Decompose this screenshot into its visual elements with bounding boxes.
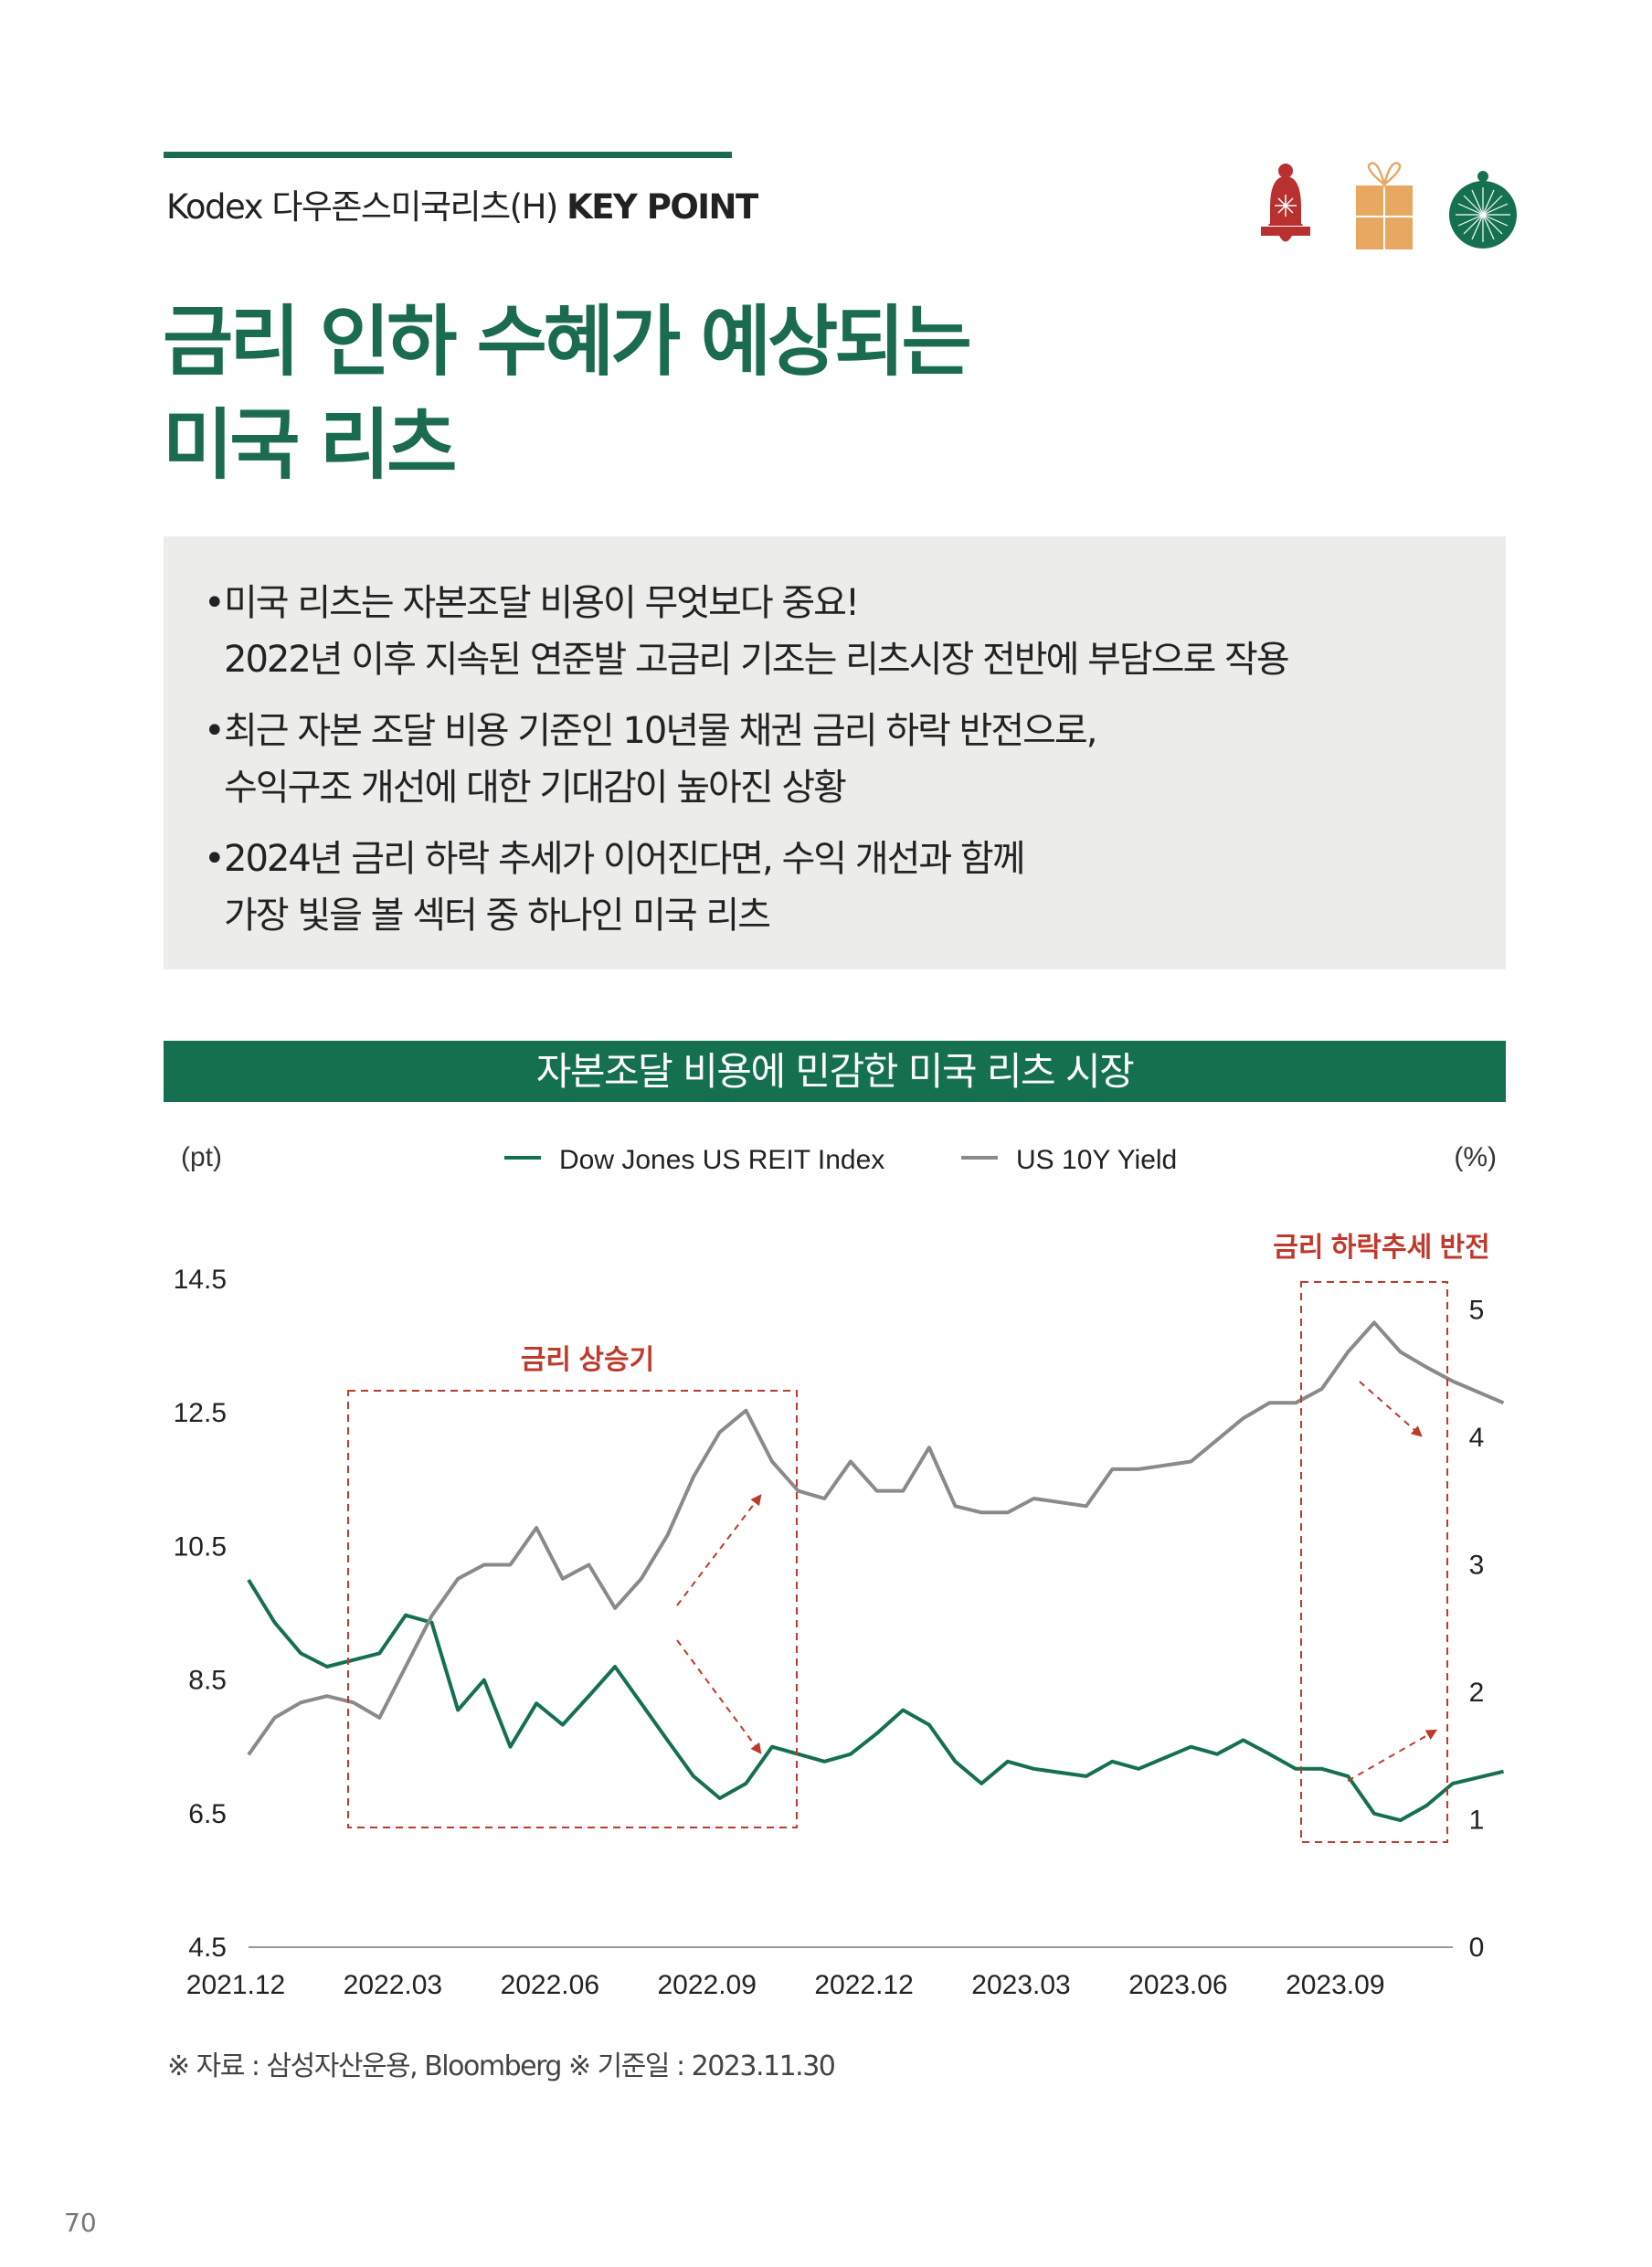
key-point-line: 2024년 금리 하락 추세가 이어진다면, 수익 개선과 함께 xyxy=(224,838,1026,880)
chart-title: 자본조달 비용에 민감한 미국 리츠 시장 xyxy=(164,1041,1506,1102)
yield-series-line xyxy=(247,1320,1505,1756)
y-tick-label: 4.5 xyxy=(188,1933,227,1963)
subtitle-key-point: KEY POINT xyxy=(567,187,758,227)
x-tick-label: 2021.12 xyxy=(186,1970,285,2000)
key-point-line: 가장 빛을 볼 섹터 중 하나인 미국 리츠 xyxy=(224,895,771,937)
key-point-item: • 미국 리츠는 자본조달 비용이 무엇보다 중요! 2022년 이후 지속된 연준… xyxy=(204,575,1506,688)
bullet-dot: • xyxy=(204,582,226,624)
key-point-line: 수익구조 개선에 대한 기대감이 높아진 상황 xyxy=(224,767,847,809)
y-tick-label: 10.5 xyxy=(174,1531,227,1562)
ornament-icon xyxy=(1449,171,1517,249)
y2-tick-label: 2 xyxy=(1469,1678,1485,1708)
bell-icon xyxy=(1261,164,1310,242)
y-tick-label: 14.5 xyxy=(174,1265,227,1295)
subtitle-prefix: Kodex 다우존스미국리츠(H) xyxy=(166,187,558,227)
y2-tick-label: 5 xyxy=(1469,1296,1485,1326)
section-subtitle: Kodex 다우존스미국리츠(H) KEY POINT xyxy=(166,179,758,228)
holiday-icons xyxy=(1261,162,1517,249)
key-point-line: 미국 리츠는 자본조달 비용이 무엇보다 중요! xyxy=(224,582,860,624)
x-tick-label: 2023.06 xyxy=(1128,1970,1227,2000)
left-axis-unit: (pt) xyxy=(181,1142,222,1172)
arrow-up-icon xyxy=(1347,1729,1438,1782)
y2-tick-label: 3 xyxy=(1469,1551,1485,1581)
y-tick-label: 8.5 xyxy=(188,1666,227,1696)
x-tick-label: 2022.12 xyxy=(814,1970,913,2000)
right-axis-unit: (%) xyxy=(1454,1142,1497,1172)
x-tick-label: 2022.03 xyxy=(344,1970,442,2000)
annotation-rate-rise: 금리 상승기 xyxy=(347,1345,798,1828)
x-tick-label: 2023.09 xyxy=(1286,1970,1384,2000)
annotation-box-reversal xyxy=(1300,1281,1448,1843)
x-tick-label: 2023.03 xyxy=(971,1970,1070,2000)
source-note: ※ 자료 : 삼성자산운용, Bloomberg ※ 기준일 : 2023.11… xyxy=(167,2050,836,2082)
legend-label-reit: Dow Jones US REIT Index xyxy=(559,1145,884,1175)
page-number: 70 xyxy=(64,2208,97,2238)
bullet-dot: • xyxy=(204,838,226,880)
arrow-up-icon xyxy=(676,1494,762,1606)
annotation-label-reversal: 금리 하락추세 반전 xyxy=(1273,1233,1489,1263)
x-tick-label: 2022.09 xyxy=(657,1970,756,2000)
page-title: 금리 인하 수혜가 예상되는 미국 리츠 xyxy=(163,291,972,497)
y2-tick-label: 0 xyxy=(1469,1933,1485,1963)
arrow-down-icon xyxy=(1359,1381,1423,1437)
bullet-dot: • xyxy=(204,710,226,752)
reit-series-line xyxy=(247,1578,1504,1823)
gift-icon xyxy=(1356,162,1413,249)
key-point-line: 최근 자본 조달 비용 기준인 10년물 채권 금리 하락 반전으로, xyxy=(224,710,1097,752)
y2-tick-label: 1 xyxy=(1469,1806,1485,1836)
y2-tick-label: 4 xyxy=(1469,1423,1485,1453)
title-line-2: 미국 리츠 xyxy=(163,400,457,490)
x-tick-label: 2022.06 xyxy=(501,1970,599,2000)
y-tick-label: 6.5 xyxy=(188,1799,227,1829)
key-point-line: 2022년 이후 지속된 연준발 고금리 기조는 리츠시장 전반에 부담으로 작… xyxy=(224,639,1290,681)
key-points-box: • 미국 리츠는 자본조달 비용이 무엇보다 중요! 2022년 이후 지속된 연준… xyxy=(164,536,1506,969)
key-points-list: • 미국 리츠는 자본조달 비용이 무엇보다 중요! 2022년 이후 지속된 연준… xyxy=(164,536,1506,944)
annotation-rate-reversal: 금리 하락추세 반전 xyxy=(1273,1233,1490,1843)
arrow-down-icon xyxy=(676,1639,762,1754)
legend-label-yield: US 10Y Yield xyxy=(1016,1145,1177,1175)
title-line-1: 금리 인하 수혜가 예상되는 xyxy=(163,297,972,387)
header-rule xyxy=(164,152,732,158)
key-point-item: • 최근 자본 조달 비용 기준인 10년물 채권 금리 하락 반전으로, 수익구조… xyxy=(204,703,1506,816)
legend: Dow Jones US REIT Index US 10Y Yield xyxy=(504,1145,1177,1175)
annotation-label-rise: 금리 상승기 xyxy=(521,1345,654,1375)
annotation-box-rise xyxy=(347,1390,798,1828)
y-tick-label: 12.5 xyxy=(174,1398,227,1428)
